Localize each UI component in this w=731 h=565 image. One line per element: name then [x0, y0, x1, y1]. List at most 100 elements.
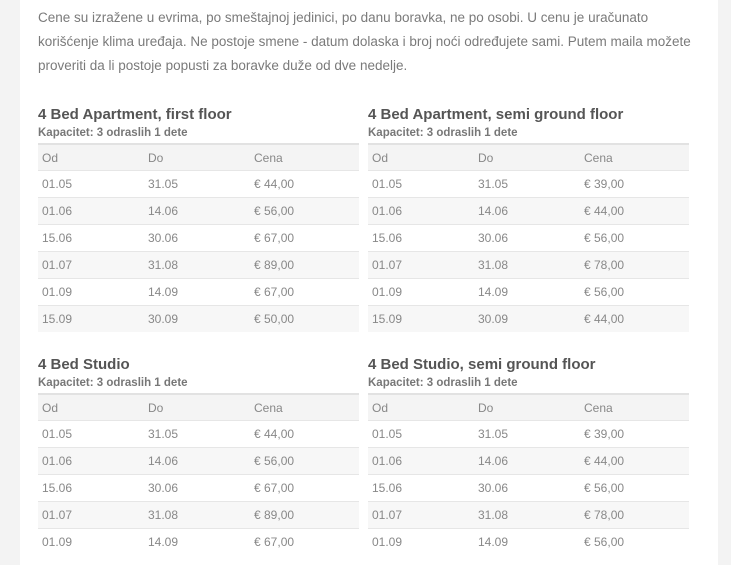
table-cell: 30.06: [144, 474, 250, 502]
table-cell: € 56,00: [250, 197, 359, 225]
column-header: Cena: [250, 393, 359, 421]
price-table: Od Do Cena 01.05 31.05 € 44,00 01.06 14.06 € 56,…: [38, 143, 359, 332]
column-header: Cena: [580, 143, 689, 171]
table-cell: 01.05: [38, 420, 144, 448]
table-row: 01.07 31.08 € 89,00: [38, 501, 359, 529]
column-header: Cena: [250, 143, 359, 171]
table-cell: € 67,00: [250, 278, 359, 306]
table-cell: € 56,00: [580, 278, 689, 306]
table-row: 01.09 14.09 € 56,00: [368, 278, 689, 306]
unit-capacity: Kapacitet: 3 odraslih 1 dete: [368, 127, 518, 139]
price-block: 4 Bed Apartment, first floor Kapacitet: …: [38, 105, 359, 332]
table-cell: 14.09: [144, 278, 250, 306]
table-cell: 31.05: [474, 170, 580, 198]
unit-title: 4 Bed Studio, semi ground floor: [368, 356, 596, 373]
column-header: Do: [144, 393, 250, 421]
table-header: Od Do Cena: [38, 143, 359, 171]
table-cell: 15.06: [38, 224, 144, 252]
table-row: 01.07 31.08 € 89,00: [38, 251, 359, 279]
table-row: 01.05 31.05 € 39,00: [368, 170, 689, 198]
table-cell: 01.07: [368, 501, 474, 529]
table-row: 01.06 14.06 € 56,00: [38, 197, 359, 225]
table-cell: 14.06: [474, 447, 580, 475]
table-cell: 14.06: [474, 197, 580, 225]
table-cell: 01.09: [368, 278, 474, 306]
table-cell: € 44,00: [580, 305, 689, 332]
table-row: 01.06 14.06 € 44,00: [368, 197, 689, 225]
unit-title: 4 Bed Apartment, first floor: [38, 106, 232, 123]
table-row: 01.09 14.09 € 67,00: [38, 278, 359, 306]
table-cell: 01.09: [368, 528, 474, 555]
table-cell: 01.06: [38, 447, 144, 475]
table-cell: 31.08: [144, 251, 250, 279]
table-row: 15.06 30.06 € 56,00: [368, 224, 689, 252]
price-block: 4 Bed Studio, semi ground floor Kapacite…: [368, 355, 689, 555]
table-row: 01.06 14.06 € 44,00: [368, 447, 689, 475]
column-header: Do: [474, 393, 580, 421]
table-cell: € 67,00: [250, 528, 359, 555]
table-cell: 31.08: [474, 501, 580, 529]
unit-capacity: Kapacitet: 3 odraslih 1 dete: [38, 377, 188, 389]
table-cell: € 67,00: [250, 474, 359, 502]
table-cell: 01.07: [368, 251, 474, 279]
table-cell: 30.09: [474, 305, 580, 332]
content-area: Cene su izražene u evrima, po smeštajnoj…: [20, 0, 718, 565]
table-row: 15.06 30.06 € 67,00: [38, 224, 359, 252]
table-cell: 31.05: [144, 420, 250, 448]
price-table: Od Do Cena 01.05 31.05 € 39,00 01.06 14.06 € 44,…: [368, 143, 689, 332]
column-header: Od: [368, 143, 474, 171]
table-cell: € 39,00: [580, 420, 689, 448]
table-cell: € 44,00: [580, 447, 689, 475]
table-cell: 01.05: [368, 420, 474, 448]
table-cell: 15.09: [38, 305, 144, 332]
table-cell: € 44,00: [250, 420, 359, 448]
table-cell: 01.05: [38, 170, 144, 198]
table-cell: € 78,00: [580, 251, 689, 279]
table-cell: 15.06: [368, 474, 474, 502]
table-cell: 01.06: [368, 197, 474, 225]
table-row: 01.05 31.05 € 44,00: [38, 170, 359, 198]
table-cell: 14.06: [144, 447, 250, 475]
table-cell: € 56,00: [580, 528, 689, 555]
table-cell: € 39,00: [580, 170, 689, 198]
table-cell: 30.09: [144, 305, 250, 332]
table-cell: 01.06: [38, 197, 144, 225]
price-table: Od Do Cena 01.05 31.05 € 44,00 01.06 14.06 € 56,…: [38, 393, 359, 555]
table-row: 01.06 14.06 € 56,00: [38, 447, 359, 475]
table-cell: 15.09: [368, 305, 474, 332]
unit-capacity: Kapacitet: 3 odraslih 1 dete: [368, 377, 518, 389]
table-header: Od Do Cena: [368, 143, 689, 171]
table-cell: 31.05: [144, 170, 250, 198]
price-table: Od Do Cena 01.05 31.05 € 39,00 01.06 14.06 € 44,…: [368, 393, 689, 555]
unit-title: 4 Bed Apartment, semi ground floor: [368, 106, 624, 123]
table-cell: 01.06: [368, 447, 474, 475]
table-row: 01.07 31.08 € 78,00: [368, 251, 689, 279]
table-cell: € 56,00: [580, 474, 689, 502]
table-row: 01.05 31.05 € 44,00: [38, 420, 359, 448]
table-cell: 01.05: [368, 170, 474, 198]
table-cell: € 44,00: [250, 170, 359, 198]
table-header: Od Do Cena: [38, 393, 359, 421]
column-header: Do: [474, 143, 580, 171]
table-row: 01.09 14.09 € 67,00: [38, 528, 359, 555]
table-row: 01.07 31.08 € 78,00: [368, 501, 689, 529]
table-cell: € 89,00: [250, 251, 359, 279]
table-cell: 31.05: [474, 420, 580, 448]
price-block: 4 Bed Studio Kapacitet: 3 odraslih 1 det…: [38, 355, 359, 555]
table-cell: € 56,00: [580, 224, 689, 252]
column-header: Od: [38, 393, 144, 421]
table-cell: 15.06: [38, 474, 144, 502]
table-cell: € 56,00: [250, 447, 359, 475]
table-cell: 01.09: [38, 528, 144, 555]
column-header: Od: [368, 393, 474, 421]
table-cell: 14.09: [474, 528, 580, 555]
intro-text: Cene su izražene u evrima, po smeštajnoj…: [38, 10, 691, 73]
table-row: 01.05 31.05 € 39,00: [368, 420, 689, 448]
table-row: 15.09 30.09 € 44,00: [368, 305, 689, 332]
column-header: Do: [144, 143, 250, 171]
table-cell: 01.07: [38, 501, 144, 529]
table-row: 15.06 30.06 € 56,00: [368, 474, 689, 502]
unit-capacity: Kapacitet: 3 odraslih 1 dete: [38, 127, 188, 139]
table-row: 15.06 30.06 € 67,00: [38, 474, 359, 502]
table-cell: 01.09: [38, 278, 144, 306]
